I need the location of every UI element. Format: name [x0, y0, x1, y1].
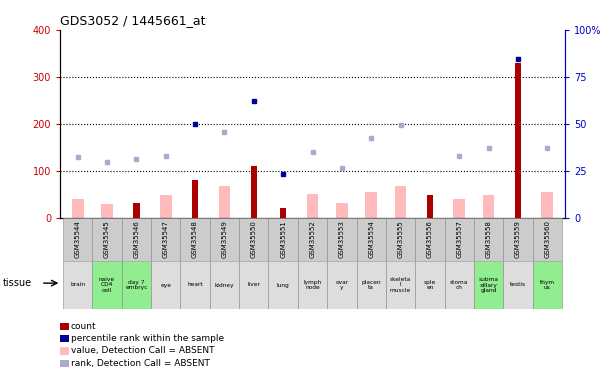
Bar: [122, 217, 151, 261]
Text: GSM35546: GSM35546: [133, 220, 139, 258]
Bar: [298, 217, 327, 261]
Text: GSM35548: GSM35548: [192, 220, 198, 258]
Bar: [72, 199, 84, 217]
Text: rank, Detection Call = ABSENT: rank, Detection Call = ABSENT: [71, 359, 210, 368]
Text: GSM35554: GSM35554: [368, 220, 374, 258]
Bar: [269, 217, 298, 261]
Bar: [219, 186, 230, 218]
Bar: [483, 195, 495, 217]
Bar: [356, 261, 386, 309]
Bar: [356, 217, 386, 261]
Text: GSM35551: GSM35551: [280, 220, 286, 258]
Bar: [180, 261, 210, 309]
Text: GSM35545: GSM35545: [104, 220, 110, 258]
Text: thym
us: thym us: [540, 280, 555, 290]
Bar: [239, 217, 269, 261]
Bar: [210, 217, 239, 261]
Bar: [251, 166, 257, 218]
Bar: [503, 261, 532, 309]
Text: percentile rank within the sample: percentile rank within the sample: [71, 334, 224, 343]
Bar: [151, 261, 180, 309]
Bar: [298, 261, 327, 309]
Text: lung: lung: [277, 282, 290, 288]
Bar: [192, 180, 198, 218]
Bar: [269, 261, 298, 309]
Text: day 7
embryc: day 7 embryc: [125, 280, 148, 290]
Text: GSM35553: GSM35553: [339, 220, 345, 258]
Bar: [180, 217, 210, 261]
Bar: [63, 261, 93, 309]
Text: ovar
y: ovar y: [335, 280, 349, 290]
Bar: [133, 203, 139, 217]
Bar: [60, 322, 69, 330]
Bar: [93, 261, 122, 309]
Bar: [336, 203, 348, 217]
Bar: [307, 194, 319, 217]
Bar: [532, 217, 562, 261]
Bar: [514, 63, 521, 217]
Bar: [60, 347, 69, 355]
Text: testis: testis: [510, 282, 526, 288]
Bar: [453, 199, 465, 217]
Text: count: count: [71, 322, 97, 331]
Text: GSM35544: GSM35544: [75, 220, 81, 258]
Text: heart: heart: [188, 282, 203, 288]
Text: GSM35559: GSM35559: [515, 220, 521, 258]
Bar: [415, 217, 445, 261]
Bar: [101, 204, 113, 218]
Bar: [386, 217, 415, 261]
Bar: [280, 208, 287, 218]
Bar: [63, 217, 93, 261]
Bar: [445, 261, 474, 309]
Bar: [60, 360, 69, 367]
Bar: [542, 192, 553, 217]
Bar: [474, 217, 503, 261]
Bar: [327, 217, 356, 261]
Text: lymph
node: lymph node: [304, 280, 322, 290]
Text: tissue: tissue: [3, 278, 32, 288]
Text: value, Detection Call = ABSENT: value, Detection Call = ABSENT: [71, 346, 215, 355]
Bar: [445, 217, 474, 261]
Bar: [386, 261, 415, 309]
Text: GSM35557: GSM35557: [456, 220, 462, 258]
Bar: [160, 195, 172, 217]
Bar: [395, 186, 406, 218]
Text: GSM35560: GSM35560: [545, 220, 551, 258]
Bar: [151, 217, 180, 261]
Text: liver: liver: [248, 282, 260, 288]
Text: naive
CD4
cell: naive CD4 cell: [99, 277, 115, 293]
Text: sple
en: sple en: [424, 280, 436, 290]
Bar: [503, 217, 532, 261]
Text: GSM35555: GSM35555: [398, 220, 404, 258]
Bar: [427, 195, 433, 217]
Bar: [60, 335, 69, 342]
Text: GSM35552: GSM35552: [310, 220, 316, 258]
Text: GSM35549: GSM35549: [221, 220, 227, 258]
Bar: [474, 261, 503, 309]
Text: GSM35550: GSM35550: [251, 220, 257, 258]
Text: eye: eye: [160, 282, 171, 288]
Text: GDS3052 / 1445661_at: GDS3052 / 1445661_at: [60, 15, 206, 27]
Text: GSM35556: GSM35556: [427, 220, 433, 258]
Bar: [365, 192, 377, 217]
Text: GSM35558: GSM35558: [486, 220, 492, 258]
Text: kidney: kidney: [215, 282, 234, 288]
Text: stoma
ch: stoma ch: [450, 280, 468, 290]
Text: placen
ta: placen ta: [361, 280, 381, 290]
Text: brain: brain: [70, 282, 85, 288]
Bar: [532, 261, 562, 309]
Bar: [122, 261, 151, 309]
Bar: [327, 261, 356, 309]
Text: skeleta
l
muscle: skeleta l muscle: [390, 277, 411, 293]
Text: subma
xillary
gland: subma xillary gland: [478, 277, 499, 293]
Text: GSM35547: GSM35547: [163, 220, 169, 258]
Bar: [210, 261, 239, 309]
Bar: [239, 261, 269, 309]
Bar: [93, 217, 122, 261]
Bar: [415, 261, 445, 309]
